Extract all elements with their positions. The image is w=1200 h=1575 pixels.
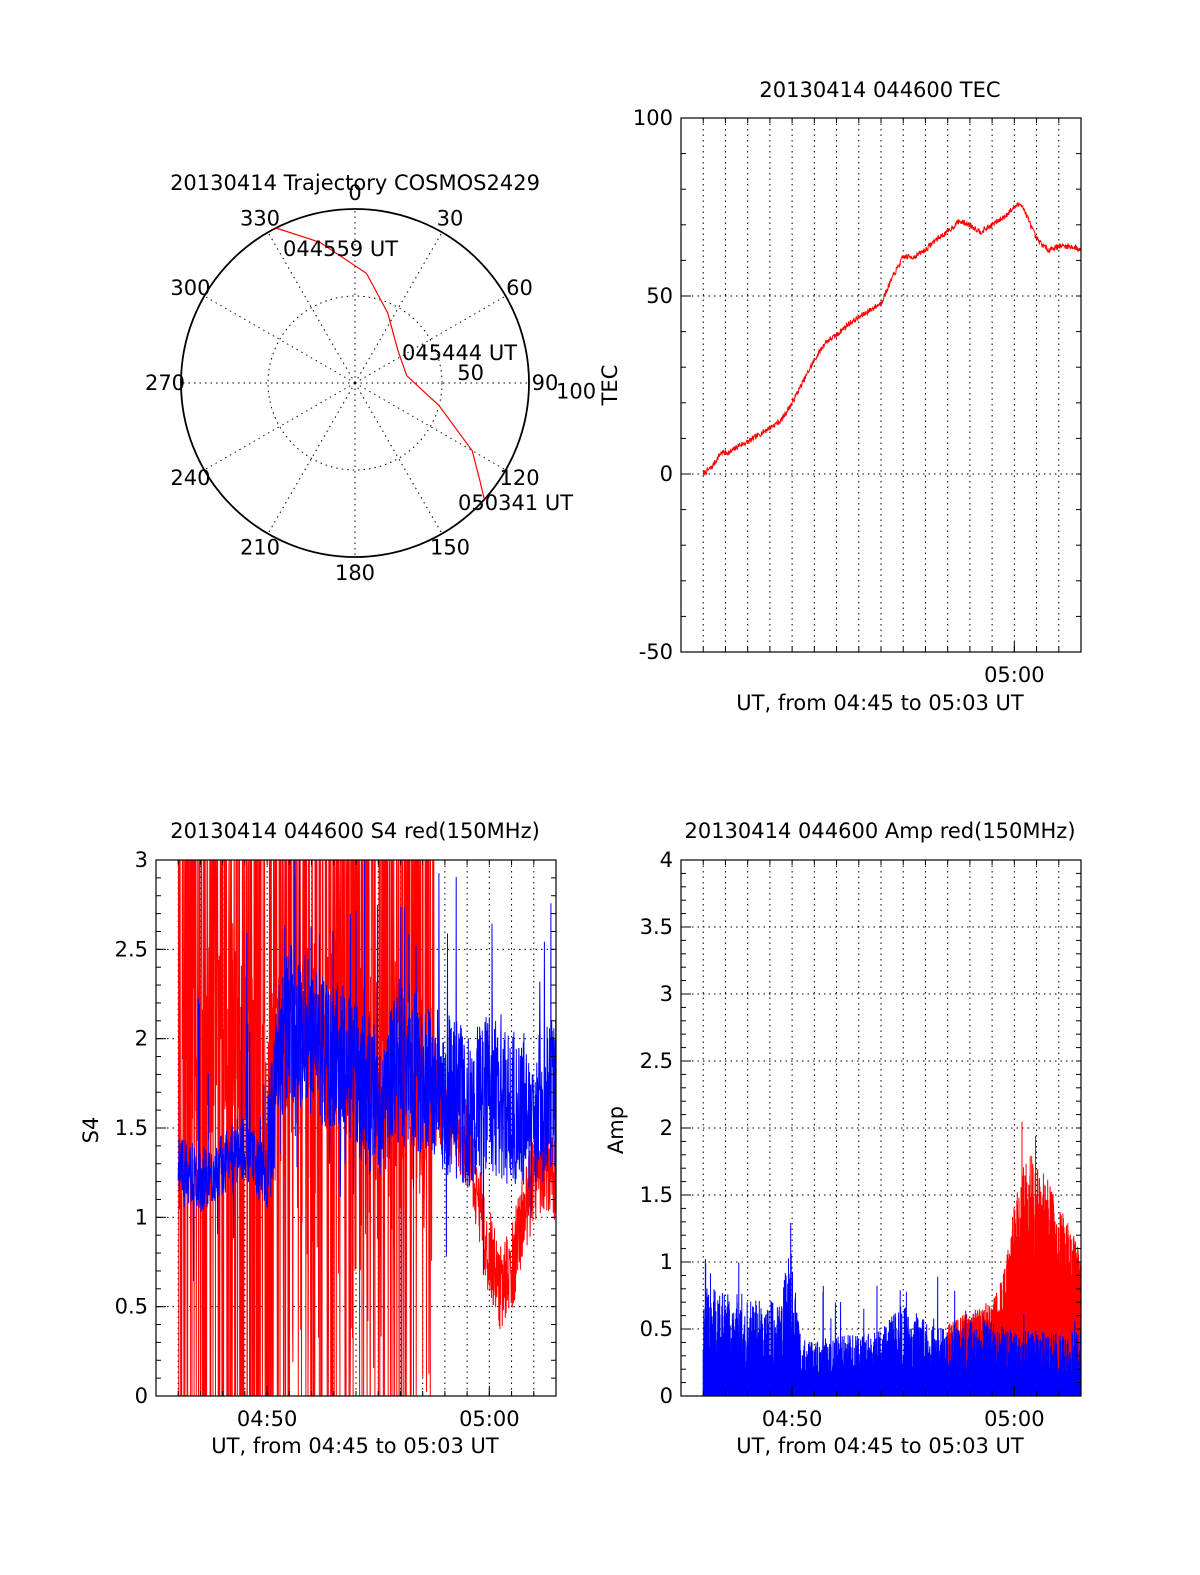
polar-azimuth-label: 90 <box>532 371 559 395</box>
trajectory-end-label: 050341 UT <box>458 491 573 515</box>
polar-spoke <box>267 382 356 534</box>
s4-y-tick-label: 0.5 <box>115 1295 148 1319</box>
s4-y-tick-label: 1.5 <box>115 1116 148 1140</box>
tec-xlabel: UT, from 04:45 to 05:03 UT <box>736 691 1024 715</box>
tec-x-tick-label: 05:00 <box>984 663 1045 687</box>
amp-plot: 0 0.5 1 1.5 2 2.5 3 3.5 4 04:50 05:00 <box>640 848 1082 1431</box>
amp-y-tick-label: 1.5 <box>640 1183 673 1207</box>
s4-plot: 0 0.5 1 1.5 2 2.5 3 04:50 05:00 <box>115 848 557 1431</box>
polar-inner-ring <box>267 295 443 471</box>
s4-blue-series-line <box>177 859 557 1282</box>
tec-y-tick-label: 100 <box>633 106 673 130</box>
polar-azimuth-label: 0 <box>348 181 361 205</box>
amp-y-tick-label: 3 <box>660 982 673 1006</box>
amp-y-tick-label: 1 <box>660 1250 673 1274</box>
tec-y-tick-label: 0 <box>660 462 673 486</box>
tec-ylabel: TEC <box>598 365 622 407</box>
polar-spoke <box>204 382 356 471</box>
polar-azimuth-label: 180 <box>335 561 375 585</box>
polar-ring-label: 100 <box>556 380 596 404</box>
polar-spoke <box>354 232 443 384</box>
s4-y-tick-label: 2.5 <box>115 937 148 961</box>
polar-azimuth-label: 30 <box>437 206 464 230</box>
polar-grid <box>180 208 530 558</box>
s4-y-tick-label: 0 <box>135 1384 148 1408</box>
amp-ylabel: Amp <box>604 1106 628 1154</box>
s4-xlabel: UT, from 04:45 to 05:03 UT <box>211 1434 499 1458</box>
tec-title: 20130414 044600 TEC <box>759 78 1000 102</box>
polar-spoke <box>354 382 506 471</box>
polar-title: 20130414 Trajectory COSMOS2429 <box>170 171 540 195</box>
polar-spoke <box>267 232 356 384</box>
amp-y-tick-label: 2 <box>660 1116 673 1140</box>
polar-azimuth-label: 210 <box>240 536 280 560</box>
s4-title: 20130414 044600 S4 red(150MHz) <box>170 819 540 843</box>
polar-azimuth-label: 240 <box>170 466 210 490</box>
polar-azimuth-label: 150 <box>430 536 470 560</box>
s4-y-tick-label: 3 <box>135 848 148 872</box>
tec-panel: 20130414 044600 TEC -50 0 50 100 05:00 UT, f… <box>598 78 1082 715</box>
polar-outer-circle <box>180 208 530 558</box>
tec-plot: -50 0 50 100 05:00 <box>633 106 1082 687</box>
tec-frame <box>680 117 1082 653</box>
polar-spoke <box>354 382 443 534</box>
amp-panel: 20130414 044600 Amp red(150MHz) 0 0.5 1 1.5… <box>604 819 1082 1458</box>
polar-ring-label: 50 <box>457 361 484 385</box>
s4-x-tick-label: 04:50 <box>237 1407 298 1431</box>
s4-y-tick-label: 1 <box>135 1205 148 1229</box>
amp-y-tick-label: 0.5 <box>640 1317 673 1341</box>
polar-azimuth-label: 270 <box>145 371 185 395</box>
s4-y-tick-label: 2 <box>135 1027 148 1051</box>
amp-x-tick-label: 04:50 <box>762 1407 823 1431</box>
tec-series-line <box>702 202 1082 476</box>
amp-y-tick-label: 0 <box>660 1384 673 1408</box>
polar-spoke <box>204 295 356 384</box>
polar-azimuth-labels: 0 30 60 90 120 150 180 210 240 270 300 330 50 100 <box>145 181 596 585</box>
polar-azimuth-label: 300 <box>170 276 210 300</box>
amp-y-tick-label: 2.5 <box>640 1049 673 1073</box>
polar-azimuth-label: 120 <box>499 466 539 490</box>
polar-panel: 20130414 Trajectory COSMOS2429 0 30 60 90 12… <box>145 171 596 585</box>
amp-xlabel: UT, from 04:45 to 05:03 UT <box>736 1434 1024 1458</box>
s4-panel: 20130414 044600 S4 red(150MHz) 0 0.5 1 1.5 2… <box>79 819 557 1458</box>
tec-y-tick-label: -50 <box>639 640 673 664</box>
amp-y-tick-label: 4 <box>660 848 673 872</box>
s4-ylabel: S4 <box>79 1117 103 1144</box>
tec-y-tick-label: 50 <box>646 284 673 308</box>
amp-blue-series-line <box>702 1222 1082 1397</box>
amp-title: 20130414 044600 Amp red(150MHz) <box>684 819 1075 843</box>
polar-azimuth-label: 330 <box>240 206 280 230</box>
trajectory-middle-label: 045444 UT <box>402 341 517 365</box>
s4-x-tick-label: 05:00 <box>459 1407 520 1431</box>
trajectory-start-label: 044559 UT <box>283 237 398 261</box>
polar-spoke <box>354 295 506 384</box>
trajectory-line <box>275 227 485 500</box>
amp-x-tick-label: 05:00 <box>984 1407 1045 1431</box>
polar-azimuth-label: 60 <box>506 276 533 300</box>
amp-y-tick-label: 3.5 <box>640 915 673 939</box>
